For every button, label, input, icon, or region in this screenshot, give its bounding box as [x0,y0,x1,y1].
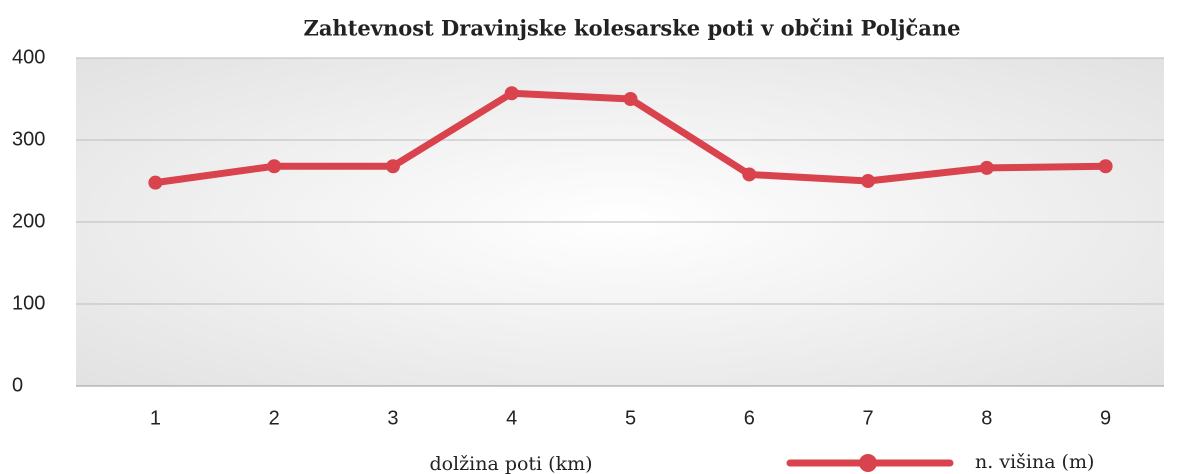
marker [742,167,757,182]
marker [979,160,994,175]
y-tick-label: 0 [12,374,23,396]
x-tick-label: 2 [269,407,280,429]
x-axis-label: dolžina poti (km) [429,453,592,474]
chart-title: Zahtevnost Dravinjske kolesarske poti v … [303,16,960,41]
x-tick-label: 7 [862,407,873,429]
marker [385,159,400,174]
legend-label: n. višina (m) [975,451,1094,473]
marker [504,86,519,101]
x-tick-label: 6 [744,407,755,429]
x-tick-label: 8 [981,407,992,429]
legend-marker [859,454,877,472]
marker [623,92,638,106]
y-tick-label: 300 [12,128,45,150]
x-tick-label: 4 [506,407,517,429]
x-tick-label: 5 [625,407,636,429]
y-tick-label: 400 [12,46,45,68]
marker [1098,159,1113,174]
marker [267,159,282,174]
y-tick-label: 100 [12,292,45,314]
marker [861,174,876,188]
y-tick-label: 200 [12,210,45,232]
marker [148,175,163,190]
x-tick-label: 1 [150,407,161,429]
x-tick-label: 3 [387,407,398,429]
x-tick-label: 9 [1100,407,1111,429]
